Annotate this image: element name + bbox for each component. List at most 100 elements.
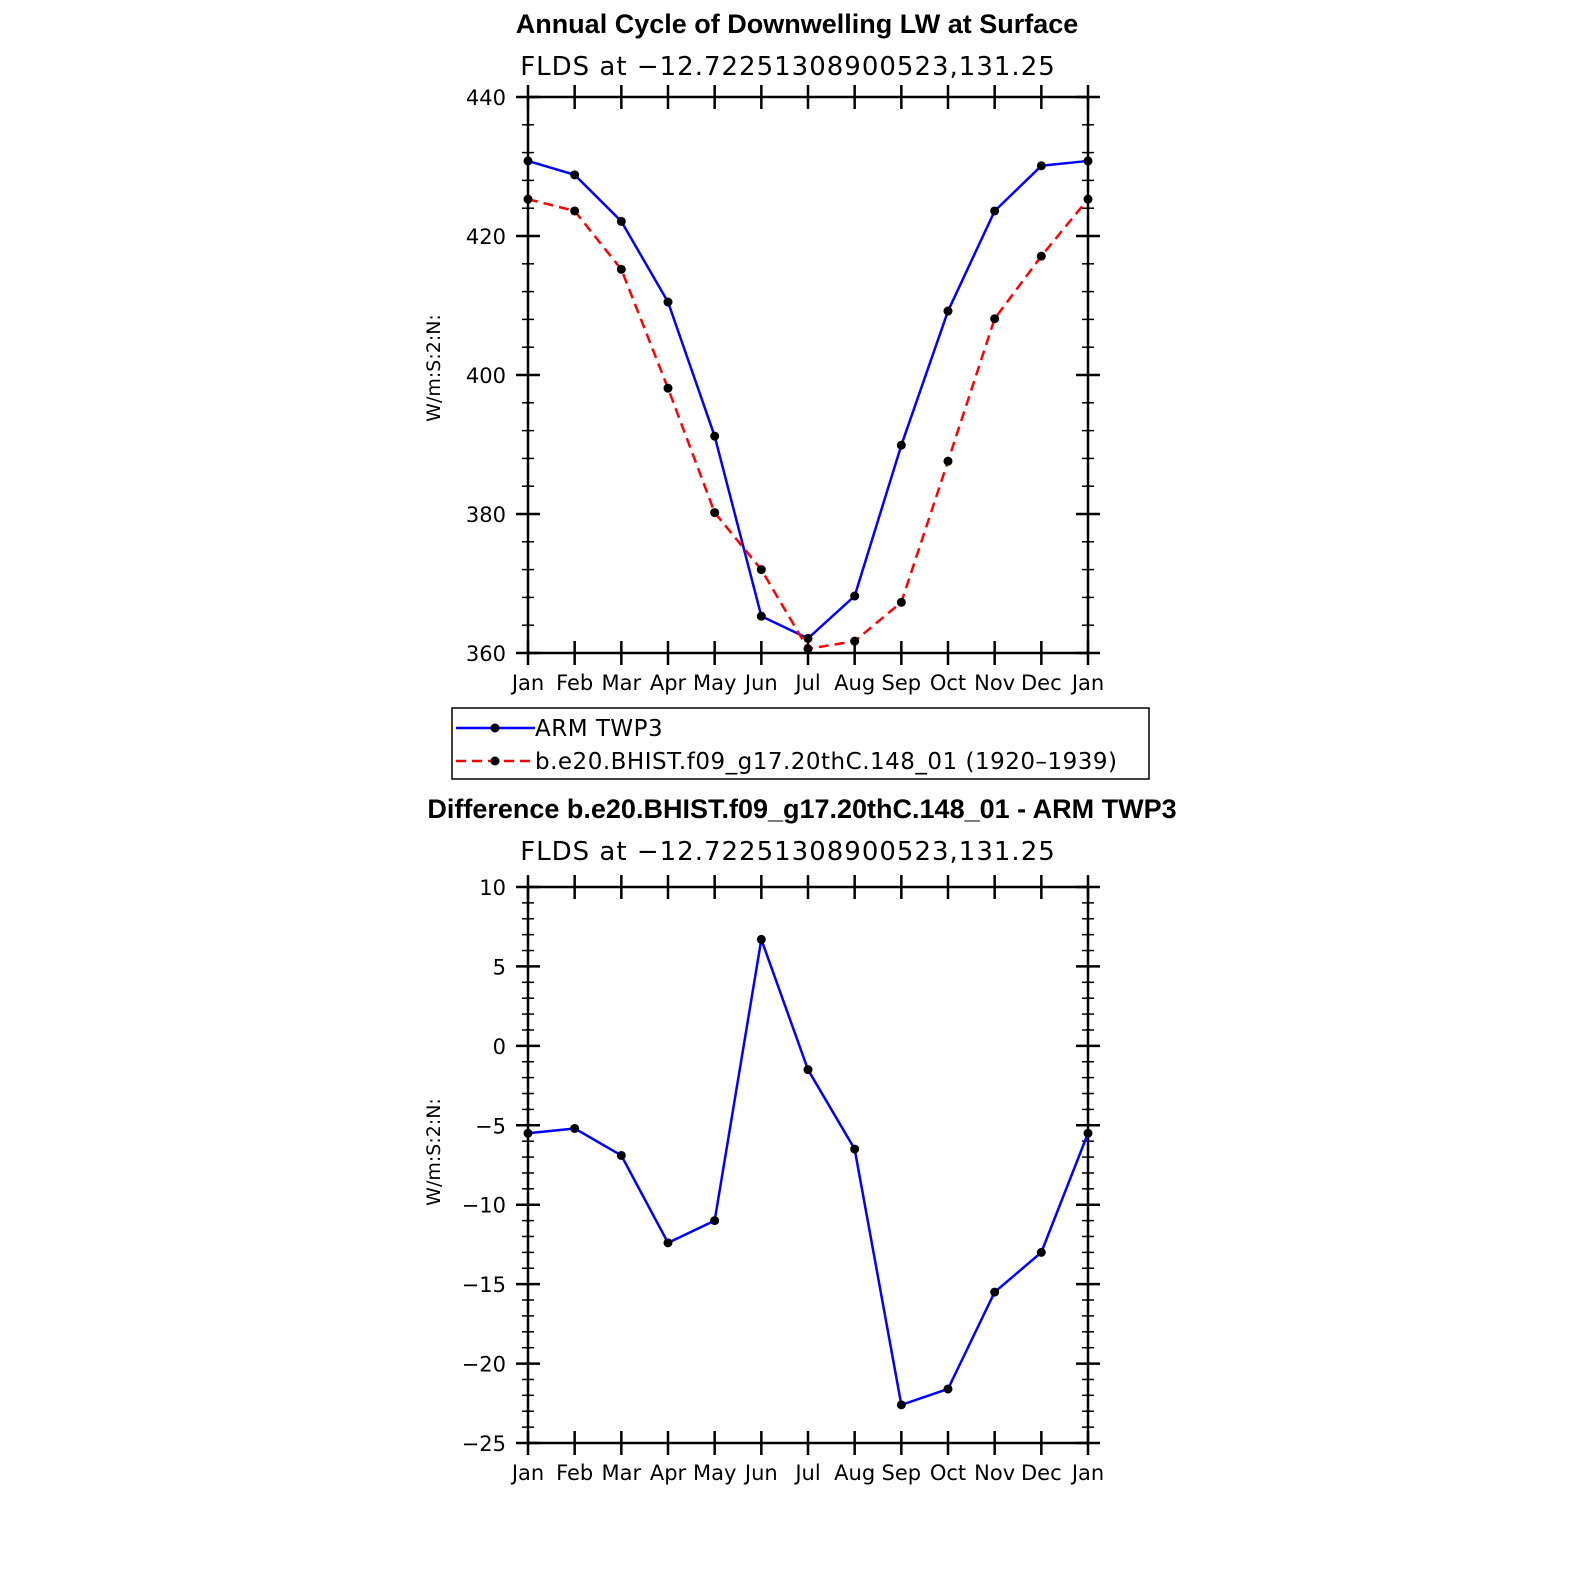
top-x-tick-label: Dec <box>1021 671 1062 695</box>
bottom-series-0-point <box>1083 1128 1093 1138</box>
legend-entry-model: b.e20.BHIST.f09_g17.20thC.148_01 (1920–1… <box>456 749 1118 775</box>
top-series-1-point <box>523 194 533 204</box>
bottom-series-0-point <box>803 1065 813 1075</box>
top-x-tick-label: Apr <box>650 671 687 695</box>
top-series-0-line <box>527 159 1089 640</box>
top-series-1-point <box>990 314 1000 324</box>
top-x-tick-label: Mar <box>602 671 642 695</box>
bottom-x-tick-label: Nov <box>974 1461 1015 1485</box>
top-x-tick-label: Jun <box>743 671 778 695</box>
bottom-x-tick-label: Jun <box>743 1461 778 1485</box>
top-x-tick-label: Feb <box>556 671 593 695</box>
top-series-1-point <box>1083 194 1093 204</box>
top-chart-frame <box>526 95 1090 655</box>
top-series-0-point <box>710 431 720 441</box>
top-series-0-point <box>896 440 906 450</box>
top-series-1-point <box>803 644 813 654</box>
bottom-x-tick-label: Jan <box>1070 1461 1104 1485</box>
top-series-0-point <box>756 611 766 621</box>
bottom-series-0-point <box>616 1150 626 1160</box>
top-series-0-point <box>523 156 533 166</box>
bottom-series-0-point <box>850 1144 860 1154</box>
top-series-1-point <box>850 636 860 646</box>
bottom-y-tick-label: −20 <box>462 1353 506 1377</box>
bottom-series-0-line <box>527 938 1090 1407</box>
bottom-chart-plot-area: −25 −20 −15 −10 −5 0 5 10 Jan Feb Mar Apr May Jun Jul A… <box>462 875 1104 1485</box>
top-series-1-point <box>570 206 580 216</box>
bottom-x-tick-label: Aug <box>834 1461 875 1485</box>
bottom-x-tick-label: Oct <box>930 1461 966 1485</box>
legend-box <box>451 707 1150 780</box>
top-x-tick-label: Nov <box>974 671 1015 695</box>
legend-marker-arm-twp3 <box>490 723 500 733</box>
bottom-y-tick-label: 0 <box>493 1035 506 1059</box>
top-y-tick-label: 440 <box>466 86 506 110</box>
top-series-1-line <box>527 197 1089 651</box>
legend-marker-model <box>490 756 500 766</box>
bottom-x-tick-label: Feb <box>556 1461 593 1485</box>
top-series-0-point <box>1036 161 1046 171</box>
top-series-1-point <box>756 565 766 575</box>
top-series-1-point <box>710 508 720 518</box>
bottom-series-0-point <box>943 1384 953 1394</box>
top-series-1-point <box>663 383 673 393</box>
top-chart-subtitle: FLDS at −12.72251308900523,131.25 <box>520 52 1056 82</box>
top-y-tick-label: 360 <box>466 642 506 666</box>
top-x-tick-label: May <box>693 671 736 695</box>
top-x-tick-label: Jan <box>1070 671 1104 695</box>
top-series-1-point <box>896 597 906 607</box>
top-series-1-point <box>616 264 626 274</box>
bottom-chart-subtitle: FLDS at −12.72251308900523,131.25 <box>520 837 1056 867</box>
top-series-0-point <box>570 170 580 180</box>
top-series-1-point <box>943 456 953 466</box>
top-series-1-point <box>1036 251 1046 261</box>
top-x-tick-label: Jul <box>793 671 820 695</box>
top-series-0-point <box>803 633 813 643</box>
bottom-x-tick-label: Mar <box>602 1461 642 1485</box>
bottom-y-tick-label: −5 <box>475 1114 506 1138</box>
bottom-series-0-point <box>990 1287 1000 1297</box>
top-chart-plot-area: 360 380 400 420 440 Jan Feb Mar Apr May Jun Jul Aug S… <box>466 85 1104 695</box>
top-x-tick-label: Aug <box>834 671 875 695</box>
legend-label-arm-twp3: ARM TWP3 <box>535 716 663 742</box>
bottom-series-0-point <box>1036 1247 1046 1257</box>
top-y-tick-label: 400 <box>466 364 506 388</box>
top-series-0-point <box>1083 156 1093 166</box>
top-series-0-point <box>943 306 953 316</box>
legend-label-model: b.e20.BHIST.f09_g17.20thC.148_01 (1920–1… <box>535 749 1118 775</box>
bottom-y-tick-label: −10 <box>462 1194 506 1218</box>
bottom-x-tick-label: Sep <box>882 1461 922 1485</box>
bottom-series-0-point <box>523 1128 533 1138</box>
bottom-x-tick-label: Apr <box>650 1461 687 1485</box>
legend: ARM TWP3 b.e20.BHIST.f09_g17.20thC.148_0… <box>451 707 1150 780</box>
bottom-series-0-point <box>663 1238 673 1248</box>
top-series-0-point <box>663 297 673 307</box>
top-y-tick-label: 420 <box>466 225 506 249</box>
bottom-series-0-point <box>896 1400 906 1410</box>
bottom-x-tick-label: Jan <box>510 1461 544 1485</box>
bottom-chart-frame <box>526 885 1090 1445</box>
bottom-x-tick-label: Jul <box>793 1461 820 1485</box>
legend-entry-arm-twp3: ARM TWP3 <box>456 716 663 742</box>
bottom-y-tick-label: 5 <box>493 955 506 979</box>
bottom-x-tick-label: Dec <box>1021 1461 1062 1485</box>
bottom-series-0-point <box>756 934 766 944</box>
top-chart-title: Annual Cycle of Downwelling LW at Surfac… <box>516 9 1079 39</box>
top-chart-y-axis-label: W/m:S:2:N: <box>423 314 445 422</box>
bottom-y-tick-label: −15 <box>462 1273 506 1297</box>
bottom-series-0-point <box>570 1123 580 1133</box>
bottom-series-0-point <box>710 1216 720 1226</box>
top-x-tick-label: Oct <box>930 671 966 695</box>
bottom-y-tick-label: −25 <box>462 1432 506 1456</box>
top-series-0-point <box>850 591 860 601</box>
top-series-0-point <box>990 206 1000 216</box>
top-x-tick-label: Jan <box>510 671 544 695</box>
bottom-chart-title: Difference b.e20.BHIST.f09_g17.20thC.148… <box>427 794 1176 824</box>
bottom-x-tick-label: May <box>693 1461 736 1485</box>
bottom-y-tick-label: 10 <box>479 876 506 900</box>
top-y-tick-label: 380 <box>466 503 506 527</box>
top-series-0-point <box>616 216 626 226</box>
bottom-chart-y-axis-label: W/m:S:2:N: <box>423 1098 445 1206</box>
top-x-tick-label: Sep <box>882 671 922 695</box>
